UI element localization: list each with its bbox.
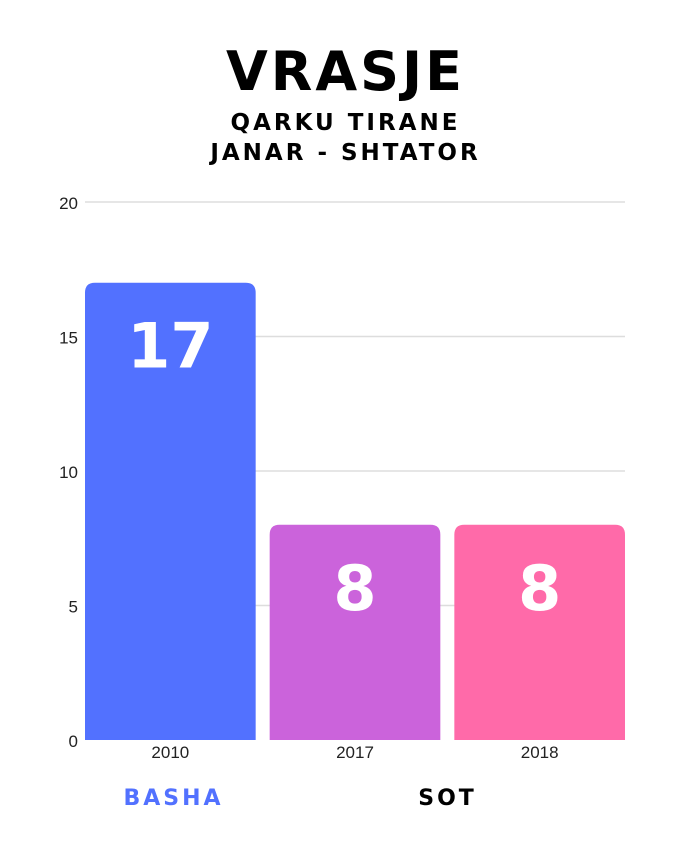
chart-subtitle-period: JANAR - SHTATOR bbox=[210, 140, 481, 166]
bar-2010 bbox=[85, 282, 256, 740]
bar-2017 bbox=[269, 524, 441, 740]
data-label: 17 bbox=[127, 310, 213, 383]
x-tick-label: 2010 bbox=[151, 743, 189, 762]
y-tick-label: 5 bbox=[69, 598, 78, 617]
bar-2018 bbox=[454, 524, 625, 740]
data-label: 8 bbox=[518, 552, 561, 625]
chart-subtitle-region: QARKU TIRANE bbox=[230, 110, 461, 136]
y-tick-label: 20 bbox=[59, 194, 78, 213]
footer-label-basha: BASHA bbox=[123, 786, 224, 811]
y-tick-label: 0 bbox=[69, 732, 78, 751]
y-tick-label: 10 bbox=[59, 463, 78, 482]
data-label: 8 bbox=[333, 552, 376, 625]
x-tick-label: 2017 bbox=[336, 743, 374, 762]
footer-label-sot: SOT bbox=[418, 786, 477, 811]
x-tick-label: 2018 bbox=[521, 743, 559, 762]
y-tick-label: 15 bbox=[59, 329, 78, 348]
chart-title: VRASJE bbox=[225, 40, 466, 103]
